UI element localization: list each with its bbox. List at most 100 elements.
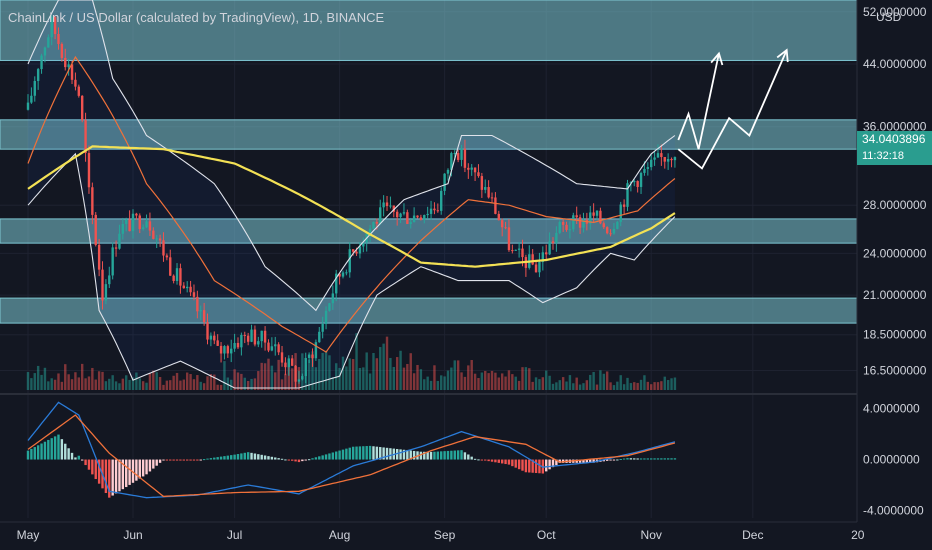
volume-bar (263, 363, 267, 390)
volume-bar (348, 358, 351, 390)
volume-bar (673, 377, 677, 390)
projection-arrow-1-arrowhead (710, 51, 724, 66)
candle-body (663, 157, 666, 162)
time-axis[interactable] (0, 522, 857, 550)
volume-bar (226, 377, 230, 390)
histogram-bar (521, 459, 524, 471)
histogram-bar (379, 447, 382, 460)
histogram-bar (158, 459, 162, 463)
candle-body (531, 254, 534, 265)
histogram-bar (331, 452, 335, 460)
volume-bar (47, 381, 50, 390)
zone-2[interactable] (0, 218, 858, 244)
volume-bar (145, 382, 148, 390)
candle-body (97, 244, 101, 270)
histogram-bar (135, 459, 138, 481)
candle-body (33, 80, 36, 96)
candle-body (358, 246, 362, 254)
candle-body (379, 207, 382, 224)
candle-body (341, 272, 345, 277)
histogram-bar (280, 458, 284, 460)
candle-body (135, 213, 138, 216)
projection-arrow-1-line[interactable] (677, 53, 720, 150)
candle-body (629, 182, 633, 184)
candle-body (345, 272, 348, 274)
candle-body (155, 238, 158, 240)
volume-bar (182, 379, 186, 390)
price-axis[interactable] (857, 0, 932, 550)
candle-body (487, 187, 490, 198)
volume-bar (253, 378, 257, 390)
candle-body (609, 233, 612, 235)
histogram-bar (108, 459, 111, 498)
volume-bar (287, 361, 290, 390)
oscillator-tick-label: 0.0000000 (863, 453, 920, 467)
candle-body (463, 148, 467, 168)
volume-bar (223, 361, 226, 390)
histogram-bar (64, 443, 67, 460)
volume-bar (653, 382, 656, 390)
volume-bar (189, 374, 192, 390)
currency-label[interactable]: USD (876, 10, 902, 24)
candle-body (50, 17, 53, 38)
volume-bar (456, 360, 460, 390)
histogram-bar (321, 455, 324, 460)
histogram-bar (497, 459, 500, 463)
volume-bar (165, 380, 169, 390)
volume-bar (192, 379, 196, 390)
histogram-bar (202, 459, 206, 461)
candle-body (450, 153, 453, 170)
volume-bar (118, 383, 121, 390)
candle-body (470, 167, 473, 170)
volume-bar (612, 385, 616, 390)
histogram-bar (47, 439, 50, 460)
candle-body (423, 215, 426, 220)
volume-bar (70, 379, 74, 390)
histogram-bar (375, 446, 379, 460)
volume-bar (484, 370, 487, 390)
projection-arrow-2-line[interactable] (677, 49, 788, 170)
candle-body (270, 346, 274, 351)
volume-bar (392, 366, 395, 390)
candle-body (118, 233, 121, 249)
candle-body (179, 268, 182, 286)
volume-bar (528, 368, 531, 390)
histogram-bar (656, 458, 660, 460)
candle-body (484, 187, 487, 190)
candle-body (578, 217, 582, 228)
volume-bar (650, 384, 653, 390)
histogram-bar (480, 459, 484, 461)
volume-bar (575, 377, 578, 390)
histogram-bar (91, 459, 94, 475)
histogram-bar (219, 456, 223, 460)
candle-body (399, 213, 402, 218)
volume-bar (128, 379, 131, 390)
candle-body (60, 43, 64, 58)
volume-bar (280, 379, 284, 390)
volume-bar (209, 374, 213, 390)
histogram-bar (118, 459, 121, 492)
candle-body (589, 212, 592, 224)
volume-bar (169, 380, 172, 390)
volume-bar (121, 378, 125, 390)
histogram-bar (605, 459, 609, 461)
candle-body (666, 159, 670, 162)
histogram-bar (199, 459, 202, 461)
oscillator-tick-label: 4.0000000 (863, 402, 920, 416)
histogram-bar (548, 459, 551, 470)
histogram-bar (236, 454, 240, 460)
histogram-bar (97, 459, 101, 484)
volume-bar (246, 380, 250, 390)
volume-bar (236, 372, 240, 390)
candle-body (335, 273, 338, 294)
volume-bar (318, 358, 321, 390)
histogram-bar (602, 459, 605, 462)
histogram-bar (423, 451, 426, 460)
candle-body (182, 285, 186, 289)
histogram-bar (253, 453, 257, 460)
candle-body (467, 167, 470, 170)
volume-bar (602, 373, 605, 390)
histogram-bar (209, 458, 213, 460)
volume-bar (487, 373, 490, 390)
